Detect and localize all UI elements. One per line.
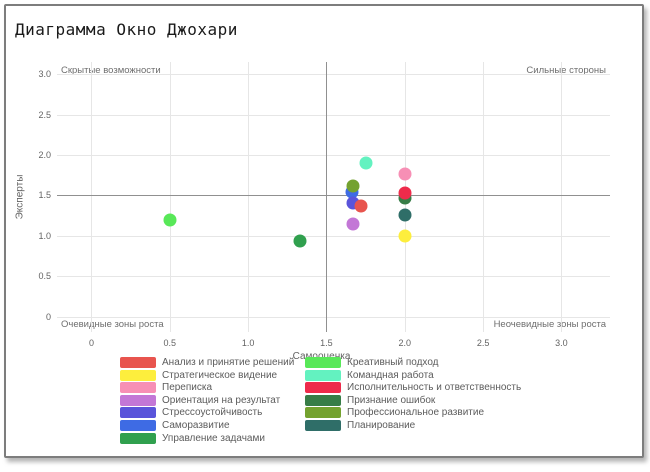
legend-label: Планирование bbox=[347, 420, 416, 431]
data-point[interactable] bbox=[346, 217, 360, 231]
legend-label: Управление задачами bbox=[162, 432, 265, 444]
y-tick-label: 1.5 bbox=[38, 190, 51, 201]
legend-swatch bbox=[305, 394, 341, 406]
data-point[interactable] bbox=[359, 156, 373, 170]
gridline-horizontal bbox=[57, 276, 610, 278]
legend-item[interactable]: Ориентация на результат bbox=[120, 394, 340, 407]
corner-label-top-right: Сильные стороны bbox=[526, 65, 606, 76]
legend-swatch bbox=[305, 382, 341, 394]
chart-window: Диаграмма Окно Джохари Скрытые возможнос… bbox=[4, 4, 644, 458]
legend-item[interactable]: Исполнительность и ответственность bbox=[305, 382, 525, 394]
legend-label: Признание ошибок bbox=[347, 394, 436, 406]
legend-swatch bbox=[120, 357, 156, 368]
x-tick-label: 1.5 bbox=[320, 338, 333, 348]
data-point[interactable] bbox=[163, 213, 177, 227]
gridline-vertical bbox=[248, 62, 250, 332]
x-tick-label: 2.5 bbox=[476, 338, 490, 348]
x-tick-label: 0.5 bbox=[163, 338, 177, 348]
legend-swatch bbox=[305, 357, 341, 368]
legend-item[interactable]: Стрессоустойчивость bbox=[120, 407, 340, 419]
legend-swatch bbox=[305, 420, 341, 431]
y-tick-label: 3.0 bbox=[38, 69, 51, 80]
legend-swatch bbox=[305, 407, 341, 419]
legend-swatch bbox=[120, 382, 156, 394]
data-point[interactable] bbox=[398, 167, 412, 181]
legend-item[interactable]: Признание ошибок bbox=[305, 394, 525, 407]
legend-label: Саморазвитие bbox=[162, 420, 230, 431]
corner-label-bottom-left: Очевидные зоны роста bbox=[61, 319, 164, 330]
data-point[interactable] bbox=[293, 234, 307, 248]
legend-label: Исполнительность и ответственность bbox=[347, 382, 522, 394]
legend-item[interactable]: Профессиональное развитие bbox=[305, 407, 525, 419]
legend-item[interactable]: Креативный подход bbox=[305, 357, 525, 369]
data-point[interactable] bbox=[354, 199, 368, 213]
y-tick-label: 2.0 bbox=[38, 149, 51, 160]
y-tick-label: 1.0 bbox=[38, 230, 51, 241]
legend-label: Командная работа bbox=[347, 369, 434, 381]
legend-label: Профессиональное развитие bbox=[347, 407, 485, 419]
page-title: Диаграмма Окно Джохари bbox=[15, 20, 238, 39]
legend-swatch bbox=[120, 369, 156, 381]
legend-item[interactable]: Саморазвитие bbox=[120, 420, 340, 432]
legend-label: Стрессоустойчивость bbox=[162, 407, 263, 419]
gridline-horizontal bbox=[57, 154, 610, 156]
legend-item[interactable]: Переписка bbox=[120, 382, 340, 394]
legend-swatch bbox=[120, 420, 156, 431]
y-tick-label: 0.5 bbox=[38, 271, 51, 282]
gridline-vertical bbox=[483, 62, 485, 332]
legend-item[interactable]: Стратегическое видение bbox=[120, 369, 340, 382]
data-point[interactable] bbox=[398, 208, 412, 222]
legend-item[interactable]: Анализ и принятие решений bbox=[120, 357, 340, 369]
y-tick-label: 2.5 bbox=[38, 109, 51, 120]
legend-swatch bbox=[120, 394, 156, 406]
gridline-vertical bbox=[561, 62, 563, 332]
legend-swatch bbox=[120, 432, 156, 444]
gridline-horizontal bbox=[57, 74, 610, 76]
quadrant-divider-horizontal bbox=[57, 195, 610, 197]
corner-label-top-left: Скрытые возможности bbox=[61, 65, 161, 76]
legend-label: Ориентация на результат bbox=[162, 394, 281, 406]
legend-item[interactable]: Командная работа bbox=[305, 369, 525, 382]
legend-item[interactable]: Планирование bbox=[305, 420, 525, 432]
gridline-horizontal bbox=[57, 114, 610, 116]
legend-label: Креативный подход bbox=[347, 357, 439, 368]
gridline-vertical bbox=[91, 62, 93, 332]
gridline-horizontal bbox=[57, 316, 610, 318]
x-tick-label: 0 bbox=[88, 338, 94, 348]
legend-item[interactable]: Управление задачами bbox=[120, 432, 340, 445]
legend-label: Переписка bbox=[162, 382, 213, 394]
gridline-vertical bbox=[169, 62, 171, 332]
x-axis-title: Самооценка bbox=[293, 351, 351, 362]
chart-area: Скрытые возможности Сильные стороны Очев… bbox=[6, 6, 642, 456]
legend-swatch bbox=[120, 407, 156, 419]
data-point[interactable] bbox=[398, 186, 412, 200]
legend-swatch bbox=[305, 369, 341, 381]
data-point[interactable] bbox=[346, 179, 360, 193]
x-tick-label: 3.0 bbox=[555, 338, 568, 348]
quadrant-divider-vertical bbox=[326, 62, 328, 332]
gridline-horizontal bbox=[57, 235, 610, 237]
data-point[interactable] bbox=[398, 229, 412, 243]
y-tick-label: 0 bbox=[45, 311, 51, 322]
x-tick-label: 2.0 bbox=[398, 338, 412, 348]
legend-label: Стратегическое видение bbox=[162, 369, 278, 381]
x-tick-label: 1.0 bbox=[241, 338, 255, 348]
corner-label-bottom-right: Неочевидные зоны роста bbox=[493, 319, 606, 330]
legend-label: Анализ и принятие решений bbox=[162, 357, 295, 368]
